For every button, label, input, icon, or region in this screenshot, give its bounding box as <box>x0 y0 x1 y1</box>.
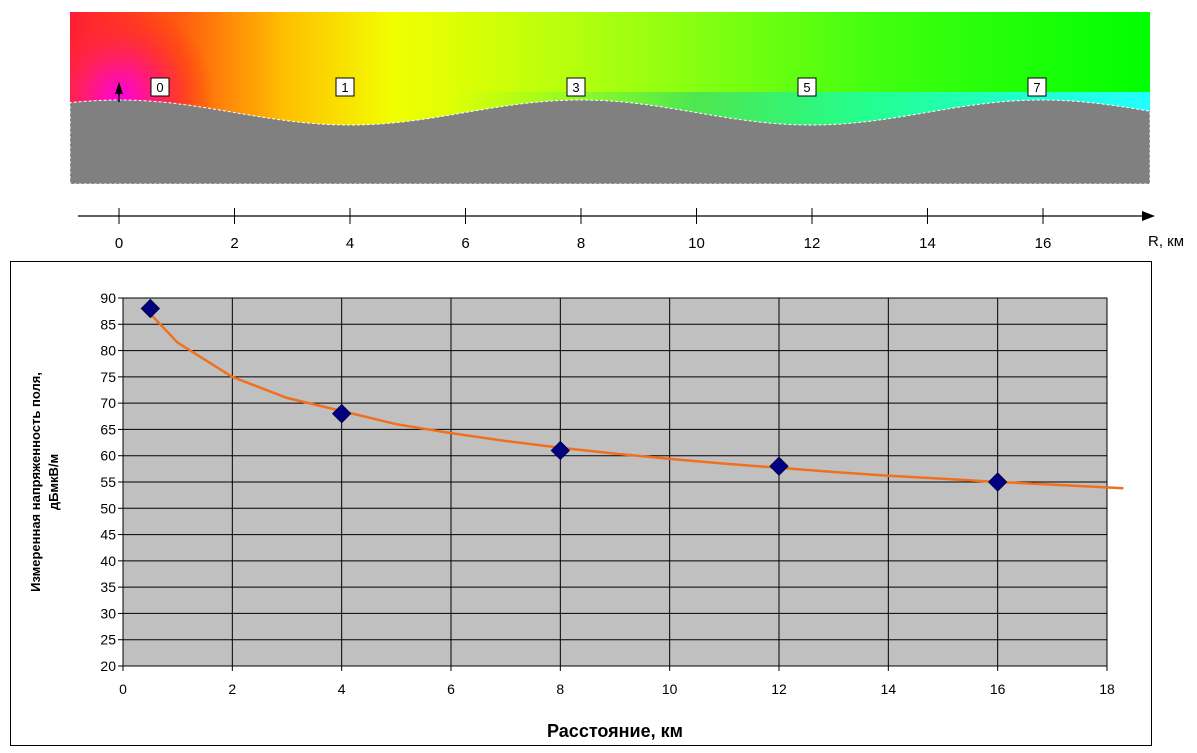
distance-axis-tick-label: 2 <box>230 235 238 252</box>
series-layer <box>140 298 1124 492</box>
terrain-marker-label: 0 <box>156 80 163 95</box>
distance-axis-tick-label: 4 <box>346 235 354 252</box>
data-point-marker <box>987 472 1008 492</box>
y-tick-label: 55 <box>100 474 116 490</box>
x-tick-label: 2 <box>228 681 236 697</box>
y-tick-label: 80 <box>100 343 116 359</box>
terrain-marker-box <box>335 77 355 97</box>
y-tick-label: 35 <box>100 579 116 595</box>
terrain-marker-box <box>797 77 817 97</box>
field-strength-chart-svg: 20 25 30 35 40 45 50 55 60 65 70 75 80 85 90 0 2 4 6 8 10 12… <box>10 261 1152 746</box>
terrain-marker-box <box>150 77 170 97</box>
x-tick-label: 10 <box>662 681 678 697</box>
terrain-marker-label: 5 <box>803 80 810 95</box>
x-axis-ticks: 0 2 4 6 8 10 12 14 16 18 <box>119 666 1115 697</box>
x-tick-label: 12 <box>771 681 787 697</box>
data-point-marker <box>140 298 161 319</box>
terrain-heatmap-svg: 0 1 3 5 7 <box>69 12 1151 185</box>
distance-axis-tick-label: 8 <box>577 235 585 252</box>
x-tick-label: 6 <box>447 681 455 697</box>
terrain-marker-label: 7 <box>1033 80 1040 95</box>
terrain-marker-box <box>1027 77 1047 97</box>
y-tick-label: 70 <box>100 395 116 411</box>
y-tick-label: 30 <box>100 605 116 621</box>
distance-axis-tick-label: 14 <box>919 235 936 252</box>
y-tick-label: 85 <box>100 316 116 332</box>
terrain-markers: 0 1 3 5 7 <box>150 77 1047 97</box>
y-tick-label: 60 <box>100 448 116 464</box>
distance-axis-tick-label: 0 <box>115 235 123 252</box>
transmitter-icon <box>115 82 123 102</box>
terrain-marker: 5 <box>797 77 817 97</box>
trend-line <box>149 312 1124 490</box>
terrain-marker-box <box>566 77 586 97</box>
x-tick-label: 8 <box>556 681 564 697</box>
distance-axis-ticks: 0 2 4 6 8 10 12 14 16 <box>115 208 1052 252</box>
x-tick-label: 14 <box>881 681 897 697</box>
y-tick-label: 20 <box>100 658 116 674</box>
distance-axis-tick-label: 12 <box>804 235 821 252</box>
y-tick-label: 65 <box>100 421 116 437</box>
x-axis-label: Расстояние, км <box>547 721 683 741</box>
x-tick-label: 18 <box>1099 681 1115 697</box>
y-tick-label: 45 <box>100 527 116 543</box>
terrain-ground <box>69 99 1151 185</box>
terrain-marker: 1 <box>335 77 355 97</box>
distance-axis-arrow <box>1142 211 1155 221</box>
terrain-marker: 3 <box>566 77 586 97</box>
terrain-marker-label: 3 <box>572 80 579 95</box>
y-tick-label: 90 <box>100 290 116 306</box>
terrain-heatmap: 0 1 3 5 7 <box>69 12 1151 185</box>
distance-axis-tick-label: 6 <box>461 235 469 252</box>
y-tick-label: 50 <box>100 500 116 516</box>
y-axis-ticks: 20 25 30 35 40 45 50 55 60 65 70 75 80 85 90 <box>100 290 123 674</box>
data-point-marker <box>550 440 571 461</box>
y-tick-label: 40 <box>100 553 116 569</box>
y-tick-label: 75 <box>100 369 116 385</box>
grid-lines <box>122 297 1108 667</box>
distance-axis-tick-label: 10 <box>688 235 705 252</box>
distance-axis-tick-label: 16 <box>1035 235 1052 252</box>
y-axis-label-line2: дБмкВ/м <box>46 454 61 510</box>
terrain-marker: 7 <box>1027 77 1047 97</box>
data-point-marker <box>769 456 789 476</box>
terrain-marker-label: 1 <box>341 80 348 95</box>
distance-axis: 0 2 4 6 8 10 12 14 16 R, км <box>0 196 1197 256</box>
data-point-marker <box>331 403 352 424</box>
x-tick-label: 0 <box>119 681 127 697</box>
distance-axis-label: R, км <box>1148 233 1184 250</box>
field-strength-chart: 20 25 30 35 40 45 50 55 60 65 70 75 80 85 90 0 2 4 6 8 10 12… <box>10 261 1152 746</box>
distance-axis-svg: 0 2 4 6 8 10 12 14 16 R, км <box>78 208 1184 252</box>
x-tick-label: 16 <box>990 681 1006 697</box>
terrain-marker: 0 <box>150 77 170 97</box>
x-tick-label: 4 <box>338 681 346 697</box>
y-axis-label-line1: Измеренная напряженность поля, <box>28 372 43 592</box>
y-tick-label: 25 <box>100 632 116 648</box>
